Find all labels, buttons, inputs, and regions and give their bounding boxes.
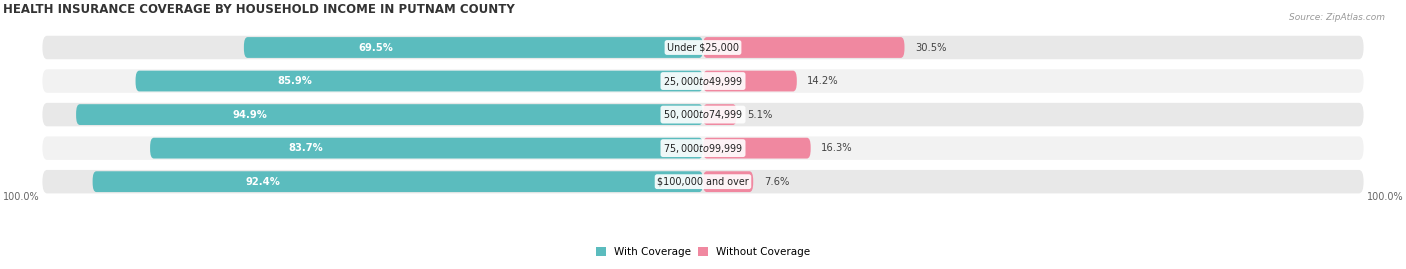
Text: 100.0%: 100.0%	[1367, 192, 1403, 203]
FancyBboxPatch shape	[42, 103, 1364, 126]
FancyBboxPatch shape	[93, 171, 703, 192]
FancyBboxPatch shape	[703, 138, 811, 158]
FancyBboxPatch shape	[76, 104, 703, 125]
Text: 16.3%: 16.3%	[821, 143, 853, 153]
Legend: With Coverage, Without Coverage: With Coverage, Without Coverage	[592, 243, 814, 261]
Text: 83.7%: 83.7%	[288, 143, 323, 153]
Text: HEALTH INSURANCE COVERAGE BY HOUSEHOLD INCOME IN PUTNAM COUNTY: HEALTH INSURANCE COVERAGE BY HOUSEHOLD I…	[3, 3, 515, 16]
Text: 69.5%: 69.5%	[359, 43, 394, 52]
FancyBboxPatch shape	[703, 37, 904, 58]
FancyBboxPatch shape	[42, 170, 1364, 193]
Text: 5.1%: 5.1%	[747, 109, 773, 120]
FancyBboxPatch shape	[703, 171, 754, 192]
FancyBboxPatch shape	[703, 71, 797, 91]
Text: 30.5%: 30.5%	[915, 43, 946, 52]
Text: $25,000 to $49,999: $25,000 to $49,999	[662, 75, 744, 87]
FancyBboxPatch shape	[703, 104, 737, 125]
Text: 92.4%: 92.4%	[245, 177, 280, 187]
FancyBboxPatch shape	[150, 138, 703, 158]
FancyBboxPatch shape	[42, 136, 1364, 160]
Text: 7.6%: 7.6%	[763, 177, 789, 187]
Text: 94.9%: 94.9%	[233, 109, 267, 120]
FancyBboxPatch shape	[42, 36, 1364, 59]
FancyBboxPatch shape	[42, 69, 1364, 93]
FancyBboxPatch shape	[135, 71, 703, 91]
Text: $50,000 to $74,999: $50,000 to $74,999	[662, 108, 744, 121]
Text: 14.2%: 14.2%	[807, 76, 839, 86]
Text: $100,000 and over: $100,000 and over	[657, 177, 749, 187]
Text: Under $25,000: Under $25,000	[666, 43, 740, 52]
Text: 85.9%: 85.9%	[277, 76, 312, 86]
Text: Source: ZipAtlas.com: Source: ZipAtlas.com	[1289, 13, 1385, 22]
Text: $75,000 to $99,999: $75,000 to $99,999	[662, 141, 744, 155]
FancyBboxPatch shape	[243, 37, 703, 58]
Text: 100.0%: 100.0%	[3, 192, 39, 203]
